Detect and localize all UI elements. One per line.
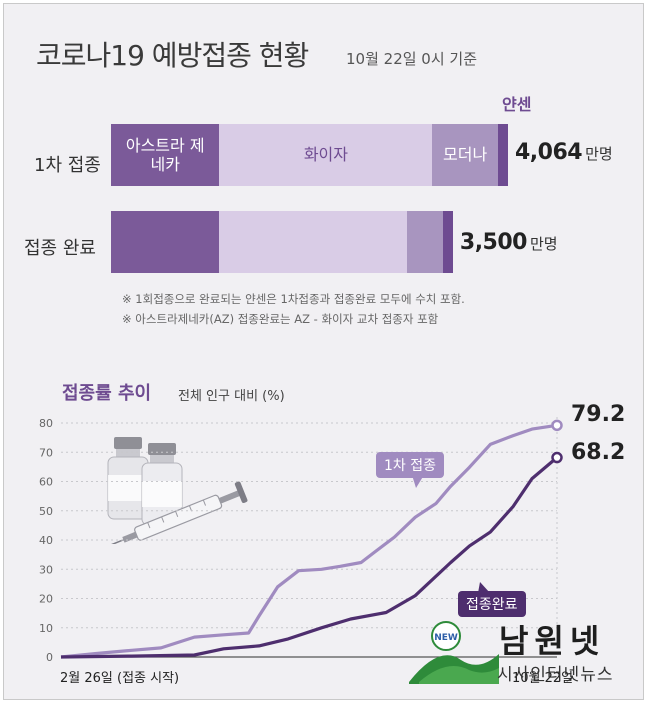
label-janssen: 얀센 (502, 95, 532, 114)
vial-left (107, 437, 149, 520)
series-line-fully-vaccinated-end-point (551, 451, 563, 464)
logo-tagline: 시사인터넷뉴스 (497, 665, 614, 685)
reference-date: 10월 22일 0시 기준 (346, 50, 478, 68)
bar-segment-astrazeneca-first: 아스트라 제네카 (111, 124, 220, 186)
row-label-first-dose: 1차 접종 (34, 155, 101, 176)
y-tick-label-20: 20 (39, 593, 53, 606)
y-tick-label-50: 50 (39, 505, 53, 518)
label-moderna: 모더나 (443, 145, 488, 165)
bar-segment-moderna-full (406, 211, 444, 273)
total-fully-vaccinated: 3,500 만명 (460, 230, 558, 255)
logo-badge-text: NEW (434, 633, 458, 643)
total-first-value: 4,064 (515, 140, 583, 165)
bar-segment-pfizer-full (219, 211, 407, 273)
y-tick-label-0: 0 (46, 651, 53, 664)
label-astrazeneca: 아스트라 제네카 (125, 135, 205, 174)
bar-segment-pfizer-first: 화이자 (219, 124, 433, 186)
label-pfizer: 화이자 (303, 145, 348, 165)
bar-segment-astrazeneca-full (111, 211, 220, 273)
end-value-first-dose: 79.2 (571, 402, 626, 427)
callout-first-dose: 1차 접종 (376, 452, 444, 478)
callout-fully-vaccinated: 접종완료 (458, 591, 526, 617)
callout-full-pointer (478, 582, 490, 593)
total-first-dose: 4,064 만명 (515, 140, 613, 165)
page-title: 코로나19 예방접종 현황 (36, 39, 309, 72)
vaccination-rate-chart: 0 10 20 30 40 50 60 70 80 (39, 417, 563, 664)
vaccine-vial-icon (99, 437, 248, 544)
row-label-fully-vaccinated: 접종 완료 (24, 238, 96, 259)
x-label-start: 2월 26일 (접종 시작) (60, 671, 180, 686)
y-tick-label-70: 70 (39, 446, 53, 459)
series-line-first-dose-end-point (551, 419, 563, 432)
total-first-unit: 만명 (585, 145, 613, 163)
logo-name: 남원넷 (499, 622, 606, 660)
series-line-first-dose (60, 423, 558, 659)
y-tick-label-60: 60 (39, 476, 53, 489)
bar-segment-moderna-first: 모더나 (432, 124, 498, 186)
y-tick-label-30: 30 (39, 563, 53, 576)
y-tick-label-80: 80 (39, 417, 53, 430)
y-tick-label-40: 40 (39, 534, 53, 547)
total-full-value: 3,500 (459, 230, 528, 255)
logo-emblem-icon: NEW (409, 621, 499, 684)
line-chart-title: 접종률 추이 (62, 383, 152, 404)
vial-right (141, 443, 183, 526)
footnote-astrazeneca: ※ 아스트라제네카(AZ) 접종완료는 AZ - 화이자 교차 접종자 포함 (122, 312, 439, 326)
logo: NEW 남원넷 시사인터넷뉴스 (409, 608, 643, 698)
bar-segment-janssen-first (497, 124, 508, 186)
callout-first-pointer (412, 475, 424, 488)
footnote-janssen: ※ 1회접종으로 완료되는 얀센은 1차접종과 접종완료 모두에 수치 포함. (122, 292, 465, 306)
callout-pointers (412, 475, 490, 593)
end-value-fully-vaccinated: 68.2 (571, 440, 626, 465)
series-line-fully-vaccinated (60, 456, 559, 659)
y-tick-label-10: 10 (39, 622, 53, 635)
infographic-frame: 코로나19 예방접종 현황 10월 22일 0시 기준 1차 접종 접종 완료 … (3, 3, 644, 700)
bar-segment-janssen-full (443, 211, 453, 273)
x-label-end: 10월 22일 (512, 671, 574, 686)
line-chart-subtitle: 전체 인구 대비 (%) (178, 389, 285, 404)
total-full-unit: 만명 (529, 235, 558, 253)
